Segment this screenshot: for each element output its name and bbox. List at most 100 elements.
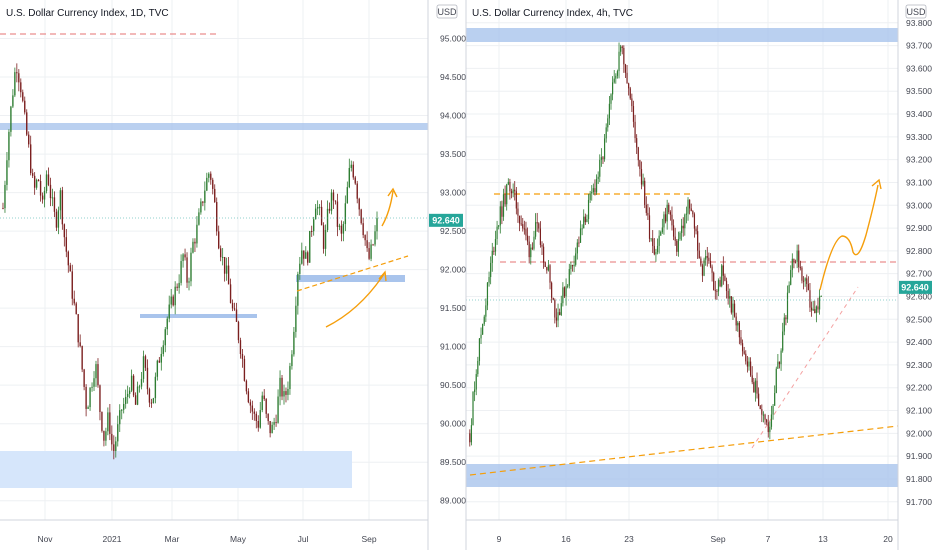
candle-body (740, 337, 742, 344)
candle-body (338, 225, 341, 227)
candle-body (490, 262, 492, 278)
candle-body (705, 256, 707, 260)
left-arrowhead-2 (387, 187, 398, 198)
candle-body (708, 257, 710, 261)
left-currency-label: USD (437, 7, 457, 17)
left-last-price-tag (429, 213, 463, 227)
candle-body (547, 265, 550, 271)
candle-body (33, 175, 36, 188)
left-support-zone (0, 451, 352, 488)
candle-body (28, 134, 30, 145)
candle-body (336, 201, 339, 227)
candle-body (488, 277, 490, 283)
right-time-axis[interactable]: 9 16 23 Sep 7 13 20 (466, 519, 898, 544)
right-support-zone (466, 464, 898, 487)
candle-body (150, 402, 153, 404)
candle-body (146, 367, 149, 390)
candle-body (186, 257, 188, 283)
right-y-ticks: 93.800 93.700 93.600 93.500 93.400 93.300 93.2… (906, 18, 932, 507)
candle-body (45, 174, 48, 191)
candle-body (562, 287, 564, 304)
candle-body (549, 265, 551, 283)
left-time-axis[interactable]: Nov 2021 Mar May Jul Sep (0, 519, 428, 544)
y-tick-label: 92.900 (906, 223, 932, 233)
candle-body (103, 430, 105, 441)
candle-body (312, 219, 315, 232)
right-currency-badge[interactable] (905, 4, 927, 19)
candle-body (190, 252, 192, 282)
candle-body (745, 353, 747, 362)
candle-body (8, 131, 10, 161)
left-price-axis[interactable]: USD 95.000 94.500 94.000 93.500 93.000 92.500… (427, 0, 466, 550)
candle-body (101, 411, 103, 431)
candle-body (142, 356, 145, 379)
candle-body (113, 444, 115, 451)
candle-body (198, 212, 200, 225)
candle-body (97, 364, 99, 386)
left-chart-panel[interactable]: U.S. Dollar Currency Index, 1D, TVC (0, 0, 428, 520)
y-tick-label: 92.500 (440, 226, 466, 236)
right-price-axis[interactable]: USD 93.800 93.700 93.600 93.500 93.400 93.300… (897, 0, 932, 550)
candle-body (555, 317, 558, 321)
candle-body (53, 197, 56, 212)
candle-body (719, 280, 721, 287)
x-tick-label: Sep (710, 534, 725, 544)
candle-body (677, 239, 679, 252)
candle-body (218, 231, 220, 249)
right-x-ticks: 9 16 23 Sep 7 13 20 (497, 534, 893, 544)
candle-body (640, 169, 643, 185)
candle-body (804, 278, 806, 281)
candle-body (698, 250, 700, 259)
candle-body (820, 295, 822, 297)
candle-body (37, 179, 40, 182)
candle-body (724, 275, 726, 281)
candle-body (538, 223, 540, 229)
candle-body (557, 312, 559, 321)
candle-body (717, 280, 720, 292)
candle-body (543, 246, 545, 263)
left-currency-badge[interactable] (436, 4, 458, 19)
y-tick-label: 91.700 (906, 497, 932, 507)
candle-body (182, 254, 184, 262)
x-tick-label: 23 (624, 534, 634, 544)
candle-body (509, 181, 511, 192)
candle-body (552, 297, 554, 300)
left-candles (2, 63, 378, 460)
right-chart-panel[interactable]: U.S. Dollar Currency Index, 4h, TVC (466, 0, 899, 520)
candle-body (6, 160, 8, 185)
candle-body (259, 410, 261, 428)
candle-body (737, 322, 739, 326)
candle-body (785, 317, 787, 320)
candle-body (73, 298, 75, 304)
candle-body (324, 229, 327, 249)
candle-body (491, 250, 493, 263)
candle-body (610, 94, 612, 104)
candle-body (517, 208, 519, 216)
candle-body (581, 228, 583, 230)
candle-body (589, 193, 591, 200)
candle-body (372, 244, 374, 246)
candle-body (188, 281, 190, 283)
candle-body (644, 180, 646, 205)
candle-body (123, 403, 125, 410)
candle-body (631, 98, 633, 107)
x-tick-label: 20 (883, 534, 893, 544)
candle-body (672, 225, 675, 237)
candle-body (247, 391, 250, 403)
candle-body (291, 354, 293, 367)
candle-body (504, 194, 506, 205)
candle-body (616, 71, 619, 76)
candle-body (305, 252, 307, 259)
candle-body (328, 208, 331, 211)
candle-body (470, 425, 473, 443)
candle-body (594, 188, 596, 193)
candle-body (618, 51, 620, 72)
x-tick-label: Mar (165, 534, 180, 544)
candle-body (485, 305, 487, 317)
candle-body (799, 267, 801, 269)
candle-body (326, 208, 329, 230)
candle-body (632, 106, 635, 122)
candle-body (231, 302, 234, 309)
candle-body (301, 250, 303, 264)
candle-body (749, 361, 752, 376)
